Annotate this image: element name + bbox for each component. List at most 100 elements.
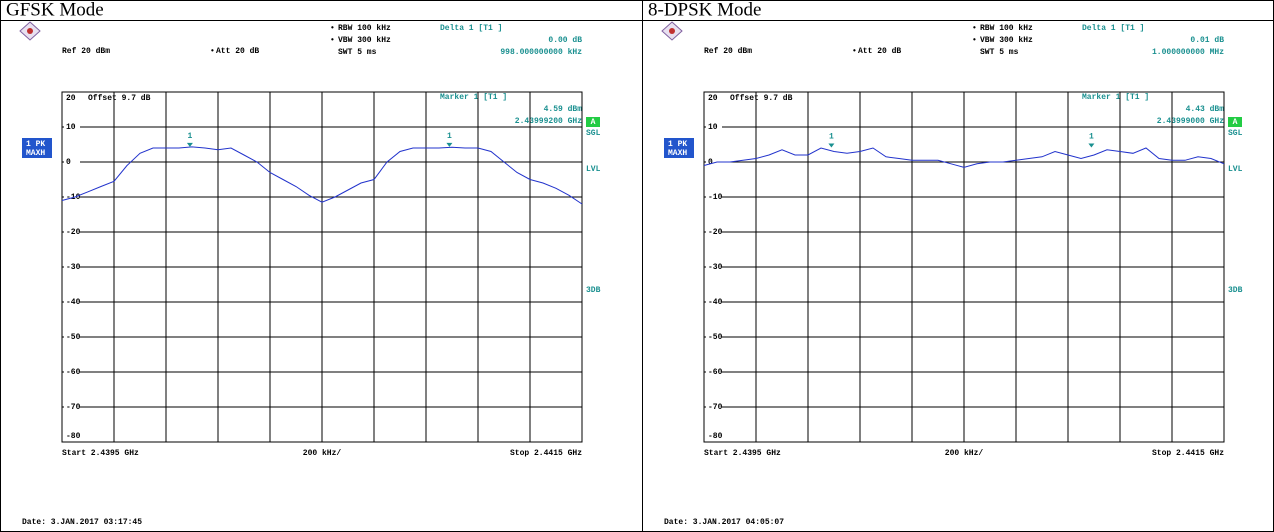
tick-label-bg — [64, 368, 80, 376]
marker-title: Marker 1 [T1 ] — [1082, 93, 1149, 102]
delta-freq: 1.000000000 MHz — [1152, 48, 1224, 57]
ref: Ref 20 dBm — [62, 47, 110, 56]
side-lvl: LVL — [1228, 165, 1243, 174]
tick-label-bg — [706, 193, 722, 201]
marker-label: 1 — [1089, 133, 1094, 142]
side-3db: 3DB — [1228, 286, 1243, 295]
delta-title: Delta 1 [T1 ] — [440, 24, 502, 33]
marker-level: 4.59 dBm — [544, 105, 583, 114]
tick-label-bg — [64, 333, 80, 341]
start: Start 2.4395 GHz — [62, 449, 139, 458]
marker-freq: 2.43999000 GHz — [1157, 117, 1224, 126]
tick-label-bg — [706, 263, 722, 271]
att: Att 20 dB — [216, 47, 259, 56]
y-tick-label: 20 — [66, 94, 76, 103]
tick-label-bg — [64, 193, 80, 201]
y-tick-label: 0 — [66, 158, 71, 167]
rbw: RBW 100 kHz — [980, 24, 1033, 33]
y-tick-label: 20 — [708, 94, 718, 103]
y-tick-label: -60 — [708, 368, 723, 377]
side-lvl: LVL — [586, 165, 601, 174]
y-tick-label: -40 — [708, 298, 723, 307]
y-tick-label: -20 — [708, 228, 723, 237]
marker — [186, 142, 193, 147]
vbw: VBW 300 kHz — [980, 36, 1033, 45]
trace-detector: MAXH — [668, 149, 687, 158]
tick-label-bg — [706, 158, 722, 166]
ref: Ref 20 dBm — [704, 47, 752, 56]
y-tick-label: -70 — [708, 403, 723, 412]
tick-label-bg — [706, 298, 722, 306]
y-tick-label: -80 — [66, 432, 81, 441]
y-tick-label: 10 — [66, 123, 76, 132]
side-3db: 3DB — [586, 286, 601, 295]
side-a: A — [591, 118, 596, 127]
tick-label-bg — [706, 333, 722, 341]
tick-label-bg — [706, 403, 722, 411]
marker-label: 1 — [829, 133, 834, 142]
y-tick-label: -30 — [66, 263, 81, 272]
trace-mode: 1 PK — [668, 140, 687, 149]
span-div: 200 kHz/ — [303, 449, 342, 458]
vbw: VBW 300 kHz — [338, 36, 391, 45]
tick-label-bg — [64, 263, 80, 271]
marker-title: Marker 1 [T1 ] — [440, 93, 507, 102]
bullet: • — [852, 47, 857, 56]
y-tick-label: -80 — [708, 432, 723, 441]
offset: Offset 9.7 dB — [730, 94, 793, 103]
span-div: 200 kHz/ — [945, 449, 984, 458]
y-tick-label: -50 — [708, 333, 723, 342]
start: Start 2.4395 GHz — [704, 449, 781, 458]
marker — [828, 143, 835, 148]
y-tick-label: -20 — [66, 228, 81, 237]
date: Date: 3.JAN.2017 04:05:07 — [664, 518, 784, 527]
trace-badge — [664, 138, 694, 158]
y-tick-label: -40 — [66, 298, 81, 307]
tick-label-bg — [64, 123, 80, 131]
offset: Offset 9.7 dB — [88, 94, 151, 103]
tick-label-bg — [64, 228, 80, 236]
delta-level: 0.01 dB — [1190, 36, 1224, 45]
side-sgl: SGL — [1228, 129, 1243, 138]
bullet: • — [330, 24, 335, 33]
swt: SWT 5 ms — [980, 48, 1019, 57]
bullet: • — [972, 36, 977, 45]
trace — [703, 147, 1225, 168]
y-tick-label: -10 — [708, 193, 723, 202]
y-tick-label: -50 — [66, 333, 81, 342]
y-tick-label: 10 — [708, 123, 718, 132]
marker-freq: 2.43999200 GHz — [515, 117, 582, 126]
side-badge — [586, 117, 600, 127]
title: 8-DPSK Mode — [648, 0, 761, 20]
delta-level: 0.00 dB — [548, 36, 582, 45]
delta-freq: 998.000000000 kHz — [500, 48, 582, 57]
trace-detector: MAXH — [26, 149, 45, 158]
logo-dot — [27, 28, 33, 34]
bullet: • — [210, 47, 215, 56]
stop: Stop 2.4415 GHz — [1152, 449, 1224, 458]
rbw: RBW 100 kHz — [338, 24, 391, 33]
swt: SWT 5 ms — [338, 48, 377, 57]
y-tick-label: -30 — [708, 263, 723, 272]
trace — [61, 146, 583, 205]
side-badge — [1228, 117, 1242, 127]
side-a: A — [1233, 118, 1238, 127]
delta-title: Delta 1 [T1 ] — [1082, 24, 1144, 33]
bullet: • — [330, 36, 335, 45]
marker-label: 1 — [188, 132, 193, 141]
att: Att 20 dB — [858, 47, 901, 56]
title: GFSK Mode — [6, 0, 104, 20]
marker-label: 1 — [447, 132, 452, 141]
tick-label-bg — [64, 158, 80, 166]
logo-dot — [669, 28, 675, 34]
tick-label-bg — [706, 228, 722, 236]
bullet: • — [972, 24, 977, 33]
tick-label-bg — [64, 298, 80, 306]
side-sgl: SGL — [586, 129, 601, 138]
y-tick-label: -70 — [66, 403, 81, 412]
marker-level: 4.43 dBm — [1186, 105, 1225, 114]
date: Date: 3.JAN.2017 03:17:45 — [22, 518, 142, 527]
tick-label-bg — [64, 403, 80, 411]
